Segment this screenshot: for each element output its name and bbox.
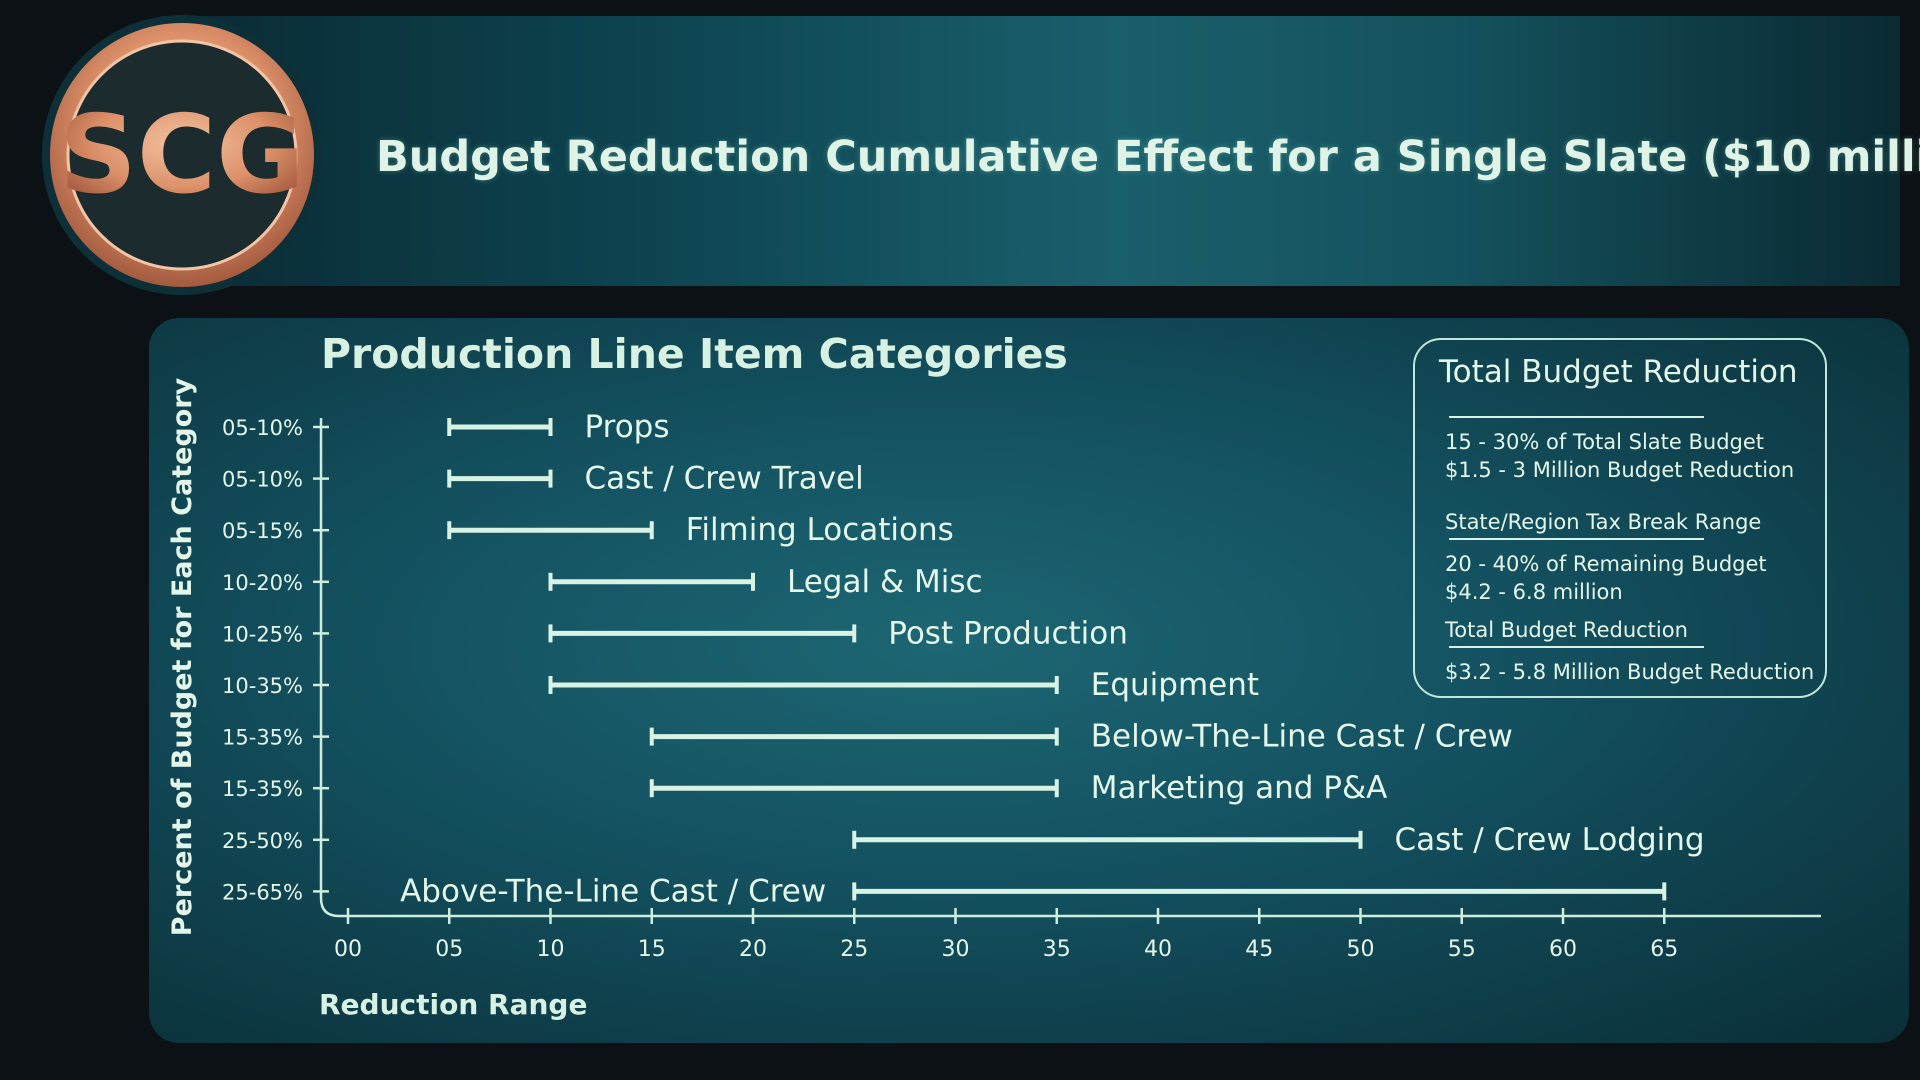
y-tick-label: 25-50%: [222, 829, 303, 853]
x-tick-label: 65: [1650, 937, 1678, 962]
logo-text: SCG: [59, 93, 305, 218]
y-tick-label: 10-20%: [222, 571, 303, 595]
y-tick-label: 05-10%: [222, 416, 303, 440]
bar-label: Below-The-Line Cast / Crew: [1091, 719, 1513, 755]
header-band: [160, 16, 1900, 286]
x-tick-label: 15: [638, 937, 666, 962]
bar-label: Post Production: [888, 615, 1128, 651]
x-tick-label: 60: [1549, 937, 1577, 962]
summary-divider: [1449, 416, 1704, 418]
summary-line-3: 20 - 40% of Remaining Budget: [1445, 552, 1767, 576]
summary-line-5: $3.2 - 5.8 Million Budget Reduction: [1445, 660, 1815, 684]
x-axis-label: Reduction Range: [319, 988, 588, 1021]
bar-label: Filming Locations: [686, 512, 954, 548]
range-chart: Percent of Budget for Each Category 00 05 1…: [167, 377, 1821, 962]
y-tick-label: 10-35%: [222, 674, 303, 698]
bar-label: Cast / Crew Travel: [585, 461, 864, 497]
chart-panel: Percent of Budget for Each Category 00 05 1…: [149, 318, 1909, 1043]
x-tick-label: 50: [1347, 937, 1375, 962]
bar-label: Cast / Crew Lodging: [1395, 822, 1705, 858]
y-tick-label: 25-65%: [222, 880, 303, 904]
x-tick-label: 55: [1448, 937, 1476, 962]
x-tick-label: 00: [334, 937, 362, 962]
x-tick-label: 30: [942, 937, 970, 962]
summary-title: Total Budget Reduction: [1439, 354, 1798, 390]
logo-inner-disc: [66, 39, 298, 271]
bar-label: Legal & Misc: [787, 564, 983, 600]
bar-label: Marketing and P&A: [1091, 770, 1388, 806]
y-tick-label: 05-10%: [222, 468, 303, 492]
summary-heading-2: State/Region Tax Break Range: [1445, 510, 1762, 534]
bar-label: Props: [585, 409, 670, 445]
summary-line-1: 15 - 30% of Total Slate Budget: [1445, 430, 1765, 454]
x-tick-label: 10: [537, 937, 565, 962]
summary-divider: [1449, 538, 1704, 540]
summary-line-2: $1.5 - 3 Million Budget Reduction: [1445, 458, 1795, 482]
chart-title: Production Line Item Categories: [321, 330, 1068, 378]
summary-line-4: $4.2 - 6.8 million: [1445, 580, 1623, 604]
summary-box: Total Budget Reduction 15 - 30% of Total…: [1413, 338, 1827, 698]
x-tick-label: 20: [739, 937, 767, 962]
summary-divider: [1449, 646, 1704, 648]
y-tick-label: 10-25%: [222, 622, 303, 646]
y-tick-label: 15-35%: [222, 726, 303, 750]
page-title: Budget Reduction Cumulative Effect for a…: [376, 132, 1920, 182]
bar-label: Equipment: [1091, 667, 1259, 703]
x-tick-label: 45: [1245, 937, 1273, 962]
x-tick-label: 05: [435, 937, 463, 962]
summary-heading-3: Total Budget Reduction: [1445, 618, 1688, 642]
y-tick-label: 05-15%: [222, 519, 303, 543]
x-tick-label: 35: [1043, 937, 1071, 962]
x-tick-label: 40: [1144, 937, 1172, 962]
y-axis-label: Percent of Budget for Each Category: [167, 377, 198, 936]
y-tick-label: 15-35%: [222, 777, 303, 801]
axis-lines: [319, 418, 1821, 918]
scg-logo: SCG: [42, 15, 322, 295]
bar-label: Above-The-Line Cast / Crew: [400, 873, 826, 909]
x-tick-label: 25: [840, 937, 868, 962]
